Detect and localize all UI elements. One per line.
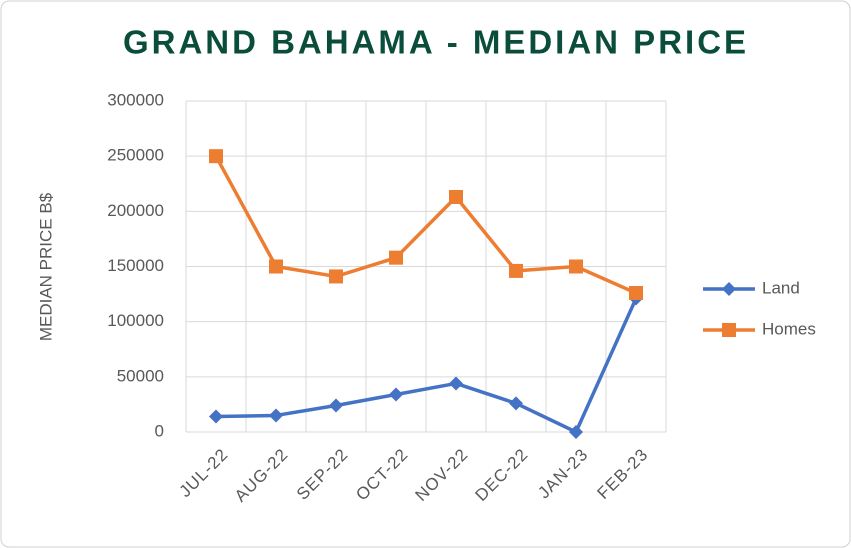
legend-label: Land bbox=[762, 278, 800, 297]
marker bbox=[449, 376, 463, 391]
marker bbox=[569, 259, 583, 274]
marker bbox=[509, 396, 523, 411]
series-line bbox=[215, 297, 638, 434]
marker bbox=[209, 409, 223, 424]
y-tick-label: 200000 bbox=[107, 201, 164, 220]
y-tick-label: 100000 bbox=[107, 311, 164, 330]
marker bbox=[329, 398, 343, 413]
chart-title: GRAND BAHAMA - MEDIAN PRICE bbox=[123, 24, 749, 61]
marker bbox=[509, 263, 523, 278]
marker bbox=[449, 189, 463, 204]
y-tick-label: 300000 bbox=[107, 90, 164, 109]
legend-label: Homes bbox=[762, 319, 816, 338]
y-axis-label: MEDIAN PRICE B$ bbox=[36, 192, 55, 341]
y-tick-label: 50000 bbox=[117, 366, 164, 385]
marker bbox=[722, 323, 736, 337]
marker bbox=[209, 149, 223, 164]
marker bbox=[629, 285, 643, 300]
series-line bbox=[214, 155, 637, 295]
marker bbox=[329, 269, 343, 284]
y-tick-label: 250000 bbox=[107, 146, 164, 165]
y-tick-label: 150000 bbox=[107, 256, 164, 275]
marker bbox=[269, 408, 283, 423]
marker bbox=[569, 425, 583, 439]
y-tick-label: 0 bbox=[155, 421, 164, 440]
marker bbox=[389, 250, 403, 265]
marker bbox=[269, 259, 283, 274]
marker bbox=[389, 387, 403, 402]
marker bbox=[722, 282, 736, 296]
